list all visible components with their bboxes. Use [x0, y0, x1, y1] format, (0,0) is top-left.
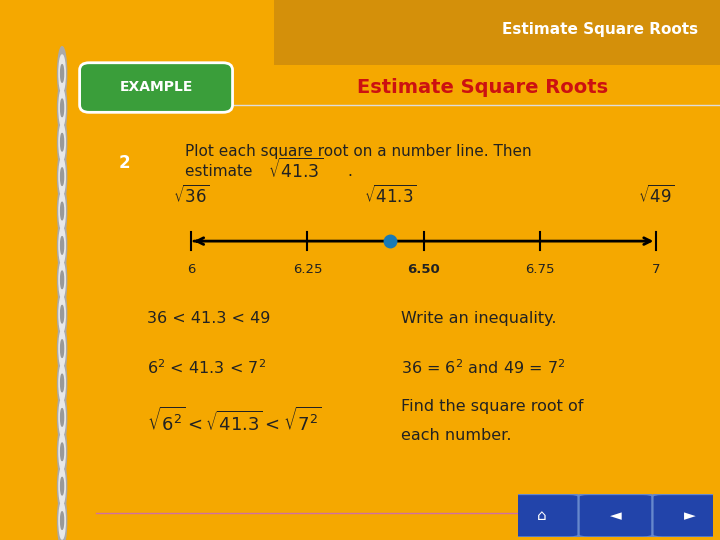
- Text: each number.: each number.: [402, 428, 512, 443]
- Circle shape: [59, 468, 66, 505]
- Circle shape: [60, 271, 63, 288]
- FancyBboxPatch shape: [80, 63, 233, 112]
- Circle shape: [59, 193, 66, 230]
- Circle shape: [59, 124, 66, 161]
- Text: EXAMPLE: EXAMPLE: [120, 80, 193, 94]
- Text: $\sqrt{41.3}$: $\sqrt{41.3}$: [268, 158, 323, 182]
- Circle shape: [60, 65, 63, 82]
- Text: $\sqrt{6^2} < \sqrt{41.3} < \sqrt{7^2}$: $\sqrt{6^2} < \sqrt{41.3} < \sqrt{7^2}$: [147, 407, 321, 435]
- Text: 7: 7: [652, 263, 660, 276]
- Text: $\sqrt{41.3}$: $\sqrt{41.3}$: [364, 185, 417, 207]
- Circle shape: [59, 89, 66, 126]
- FancyBboxPatch shape: [579, 494, 652, 537]
- Circle shape: [58, 184, 67, 238]
- Text: ►: ►: [683, 508, 696, 523]
- Circle shape: [58, 46, 67, 100]
- Circle shape: [60, 306, 63, 323]
- Circle shape: [59, 330, 66, 367]
- Text: Estimate Square Roots: Estimate Square Roots: [357, 78, 608, 97]
- Circle shape: [58, 253, 67, 307]
- Text: $\sqrt{36}$: $\sqrt{36}$: [173, 185, 210, 207]
- Text: estimate: estimate: [185, 164, 257, 179]
- Circle shape: [59, 364, 66, 401]
- Circle shape: [100, 145, 148, 182]
- Text: 36 < 41.3 < 49: 36 < 41.3 < 49: [147, 312, 270, 326]
- Circle shape: [59, 296, 66, 333]
- FancyBboxPatch shape: [505, 494, 579, 537]
- Circle shape: [60, 477, 63, 495]
- Circle shape: [58, 81, 67, 134]
- Circle shape: [59, 433, 66, 470]
- Circle shape: [60, 340, 63, 357]
- Text: ⌂: ⌂: [537, 508, 546, 523]
- Circle shape: [58, 425, 67, 478]
- Text: Estimate Square Roots: Estimate Square Roots: [503, 22, 698, 37]
- Circle shape: [60, 168, 63, 185]
- Circle shape: [59, 502, 66, 539]
- Text: 6.25: 6.25: [292, 263, 322, 276]
- Circle shape: [58, 494, 67, 540]
- Circle shape: [58, 287, 67, 341]
- Circle shape: [58, 219, 67, 272]
- Circle shape: [58, 356, 67, 410]
- Circle shape: [60, 133, 63, 151]
- Circle shape: [60, 202, 63, 220]
- Text: ◄: ◄: [610, 508, 621, 523]
- Circle shape: [60, 374, 63, 392]
- Circle shape: [59, 261, 66, 298]
- Text: 36 = 6$^2$ and 49 = 7$^2$: 36 = 6$^2$ and 49 = 7$^2$: [402, 358, 566, 377]
- Circle shape: [58, 150, 67, 204]
- FancyBboxPatch shape: [652, 494, 720, 537]
- Text: .: .: [347, 164, 352, 179]
- Circle shape: [60, 409, 63, 426]
- Text: 6.50: 6.50: [408, 263, 440, 276]
- Text: $\sqrt{49}$: $\sqrt{49}$: [638, 185, 675, 207]
- Text: Write an inequality.: Write an inequality.: [402, 312, 557, 326]
- Circle shape: [59, 158, 66, 195]
- Text: Find the square root of: Find the square root of: [402, 399, 584, 414]
- Text: 6: 6: [187, 263, 195, 276]
- Circle shape: [60, 443, 63, 461]
- Text: 6.75: 6.75: [526, 263, 554, 276]
- Circle shape: [58, 322, 67, 375]
- Text: 6$^2$ < 41.3 < 7$^2$: 6$^2$ < 41.3 < 7$^2$: [147, 358, 266, 377]
- Circle shape: [60, 512, 63, 529]
- Text: 2: 2: [118, 154, 130, 172]
- Circle shape: [58, 116, 67, 169]
- Circle shape: [60, 99, 63, 117]
- Circle shape: [58, 390, 67, 444]
- FancyBboxPatch shape: [274, 0, 720, 65]
- Circle shape: [59, 55, 66, 92]
- Circle shape: [60, 237, 63, 254]
- Text: Plot each square root on a number line. Then: Plot each square root on a number line. …: [185, 144, 531, 159]
- Circle shape: [59, 399, 66, 436]
- Circle shape: [58, 460, 67, 513]
- Circle shape: [59, 227, 66, 264]
